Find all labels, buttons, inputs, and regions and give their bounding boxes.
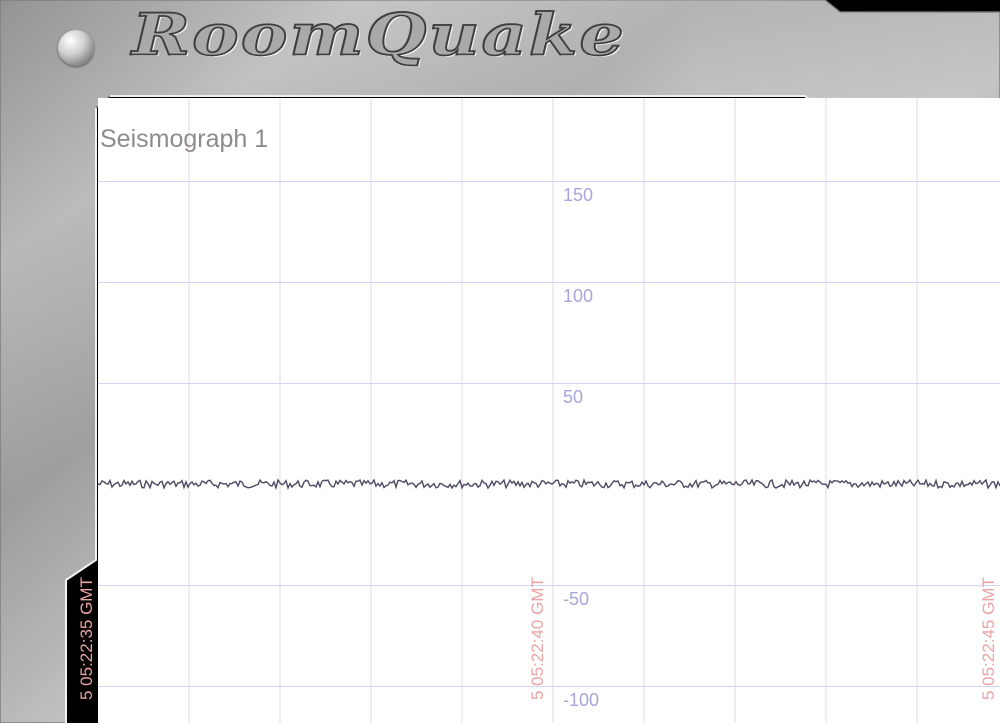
y-label-100: 100 — [563, 286, 593, 306]
seismograph-plot: 200mm15010050-50-100 — [98, 98, 1000, 723]
time-label-2: 5 05:22:40 GMT — [528, 577, 548, 700]
seismograph-panel: 200mm15010050-50-100 Seismograph 1 — [98, 98, 1000, 723]
screw-icon — [58, 30, 94, 66]
seismograph-trace — [98, 480, 1000, 488]
app-logo: RoomQuake — [132, 6, 626, 63]
y-label-150: 150 — [563, 185, 593, 205]
time-label-1: 5 05:22:35 GMT — [77, 577, 97, 700]
time-label-3: 5 05:22:45 GMT — [979, 577, 999, 700]
y-label--50: -50 — [563, 589, 589, 609]
y-label-50: 50 — [563, 387, 583, 407]
seismograph-title: Seismograph 1 — [100, 125, 268, 154]
y-label--100: -100 — [563, 690, 599, 710]
